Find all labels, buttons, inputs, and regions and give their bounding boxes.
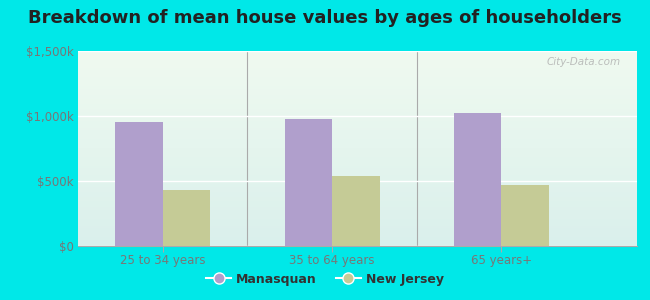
Text: Breakdown of mean house values by ages of householders: Breakdown of mean house values by ages o… — [28, 9, 622, 27]
Bar — [332, 176, 380, 246]
Bar — [285, 119, 332, 246]
Bar — [454, 113, 502, 246]
Bar — [115, 122, 162, 246]
Legend: Manasquan, New Jersey: Manasquan, New Jersey — [202, 268, 448, 291]
Text: City-Data.com: City-Data.com — [546, 57, 620, 67]
Bar — [162, 190, 210, 246]
Bar — [502, 185, 549, 246]
